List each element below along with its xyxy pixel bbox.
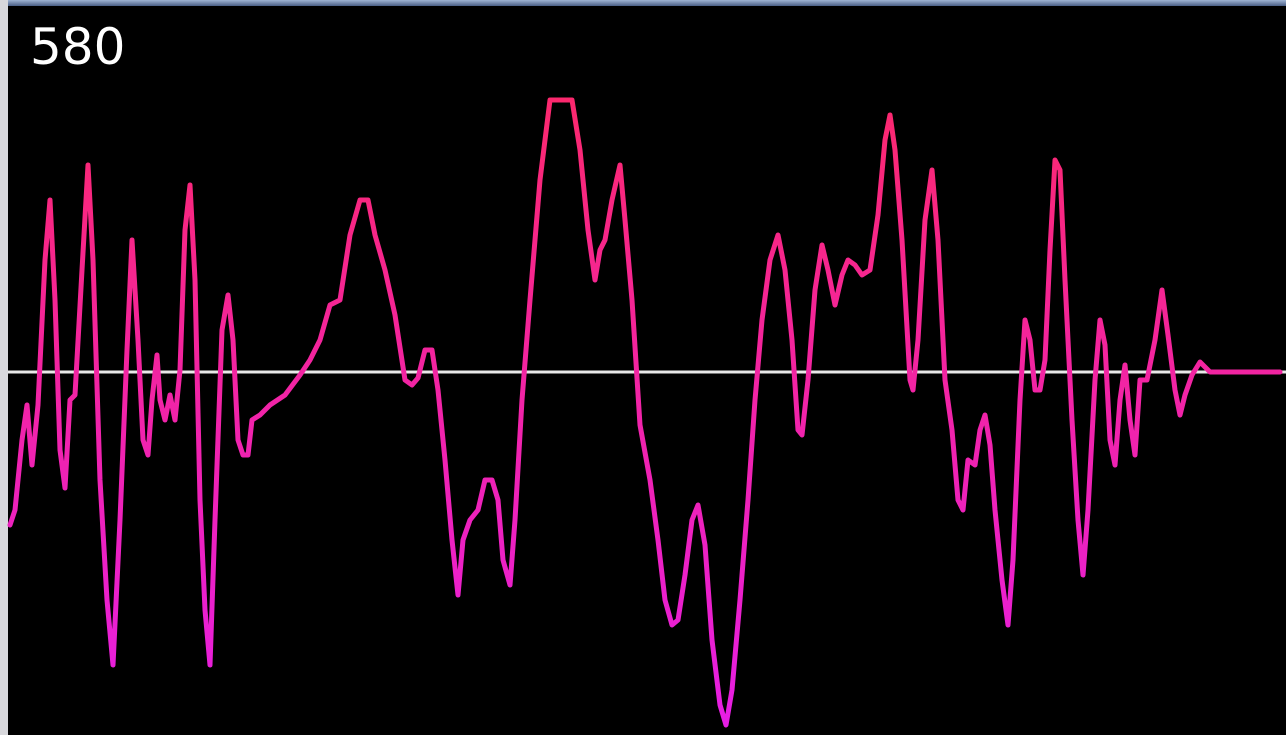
waveform	[7, 97, 1283, 728]
left-border	[0, 0, 8, 735]
top-border	[0, 0, 1286, 6]
sample-counter: 580	[30, 18, 125, 76]
